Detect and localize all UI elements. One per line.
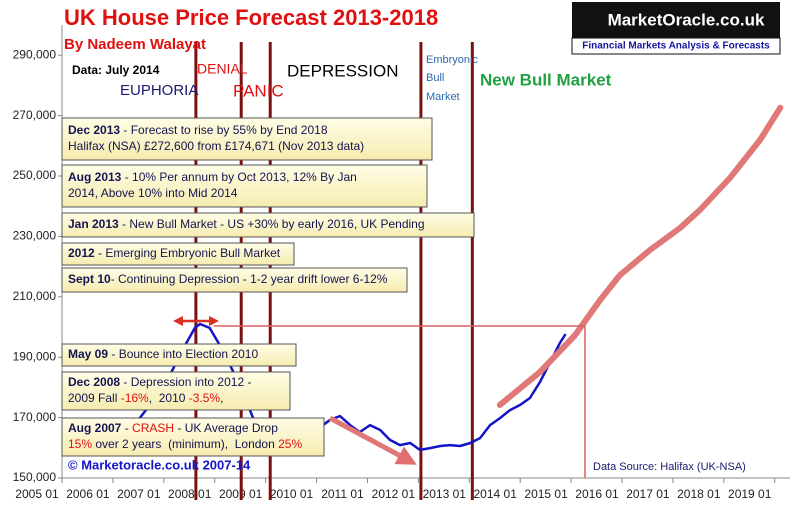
- annotation-segment: - Emerging Embryonic Bull Market: [95, 246, 281, 260]
- chart-title: UK House Price Forecast 2013-2018: [64, 5, 438, 30]
- reference-line: [214, 325, 586, 478]
- y-tick-label: 190,000: [13, 349, 57, 363]
- phase-label: PANIC: [233, 81, 284, 100]
- chart-subtitle: By Nadeem Walayat: [64, 36, 206, 53]
- annotation-segment: - Depression into 2012 -: [120, 375, 251, 389]
- phase-label: New Bull Market: [480, 70, 612, 89]
- y-tick-label: 230,000: [13, 229, 57, 243]
- y-tick-label: 290,000: [13, 47, 57, 61]
- annotation-segment: 2009 Fall: [68, 391, 121, 405]
- annotation-segment: Jan 2013: [68, 217, 119, 231]
- x-tick-label: 2010 01: [270, 487, 314, 501]
- source-box: [588, 458, 756, 476]
- annotation-segment: - Continuing Depression - 1-2 year drift…: [111, 272, 388, 286]
- y-tick-label: 150,000: [13, 470, 57, 484]
- annotation-text: 2014, Above 10% into Mid 2014: [68, 186, 238, 200]
- x-tick-label: 2012 01: [372, 487, 416, 501]
- annotation-text: Dec 2013 - Forecast to rise by 55% by En…: [68, 123, 328, 137]
- y-tick-label: 270,000: [13, 108, 57, 122]
- annotation-box: [61, 117, 433, 161]
- logo-box: [572, 2, 780, 38]
- annotation-text: Aug 2007 - CRASH - UK Average Drop: [68, 421, 278, 435]
- annotation-text: Jan 2013 - New Bull Market - US +30% by …: [68, 217, 425, 231]
- annotation-text: Aug 2013 - 10% Per annum by Oct 2013, 12…: [68, 170, 357, 184]
- annotation-segment: -: [121, 421, 132, 435]
- x-tick-label: 2005 01: [15, 487, 59, 501]
- annotation-segment: , 2010: [149, 391, 189, 405]
- phase-label: DEPRESSION: [287, 61, 398, 80]
- x-tick-label: 2011 01: [321, 487, 364, 501]
- annotation-segment: Sept 10: [68, 272, 111, 286]
- x-tick-label: 2018 01: [677, 487, 721, 501]
- annotation-segment: - Bounce into Election 2010: [108, 347, 258, 361]
- annotation-box: [61, 242, 295, 266]
- annotation-segment: Aug 2007: [68, 421, 122, 435]
- annotation-segment: ,: [220, 391, 223, 405]
- logo-tagline: Financial Markets Analysis & Forecasts: [582, 41, 770, 52]
- x-tick-label: 2016 01: [575, 487, 619, 501]
- annotation-segment: 15%: [68, 437, 92, 451]
- annotation-segment: Aug 2013: [68, 170, 122, 184]
- y-tick-label: 170,000: [13, 410, 57, 424]
- annotation-text: 2012 - Emerging Embryonic Bull Market: [68, 246, 281, 260]
- phase-label: EUPHORIA: [120, 82, 198, 99]
- annotation-box: [61, 267, 408, 293]
- annotation-segment: 25%: [278, 437, 302, 451]
- annotation-segment: - New Bull Market - US +30% by early 201…: [119, 217, 425, 231]
- x-tick-label: 2008 01: [168, 487, 212, 501]
- annotation-segment: -3.5%: [189, 391, 221, 405]
- annotation-segment: Dec 2008: [68, 375, 120, 389]
- y-tick-label: 250,000: [13, 168, 57, 182]
- series-line: [496, 104, 784, 408]
- annotation-text: Halifax (NSA) £272,600 from £174,671 (No…: [68, 139, 364, 153]
- annotation-box: [61, 212, 475, 238]
- logo-text: MarketOracle.co.uk: [608, 10, 765, 29]
- phase-label: Bull: [426, 72, 444, 84]
- data-date-box: [66, 62, 190, 80]
- x-tick-label: 2019 01: [728, 487, 772, 501]
- x-tick-label: 2007 01: [117, 487, 161, 501]
- annotation-text: May 09 - Bounce into Election 2010: [68, 347, 258, 361]
- drift-arrow: [328, 415, 417, 465]
- annotation-segment: -16%: [121, 391, 149, 405]
- phase-label: Market: [426, 91, 460, 103]
- annotation-text: Dec 2008 - Depression into 2012 -: [68, 375, 251, 389]
- annotation-segment: - UK Average Drop: [174, 421, 278, 435]
- x-tick-label: 2013 01: [423, 487, 467, 501]
- annotation-segment: 2012: [68, 246, 95, 260]
- x-tick-label: 2015 01: [524, 487, 568, 501]
- phase-label: Embryonic: [426, 54, 478, 66]
- annotation-text: 2009 Fall -16%, 2010 -3.5%,: [68, 391, 223, 405]
- annotations: Dec 2013 - Forecast to rise by 55% by En…: [61, 117, 475, 457]
- annotation-segment: 2014, Above 10% into Mid 2014: [68, 186, 238, 200]
- source: Data Source: Halifax (UK-NSA): [593, 461, 746, 473]
- x-tick-label: 2017 01: [626, 487, 670, 501]
- phase-label: DENIAL: [197, 61, 248, 77]
- annotation-box: [61, 371, 291, 411]
- annotation-segment: May 09: [68, 347, 108, 361]
- x-tick-label: 2014 01: [473, 487, 517, 501]
- annotation-text: Sept 10- Continuing Depression - 1-2 yea…: [68, 272, 388, 286]
- logo-tagline-box: [571, 37, 781, 55]
- annotation-box: [61, 164, 428, 208]
- y-tick-label: 210,000: [13, 289, 57, 303]
- x-tick-label: 2006 01: [66, 487, 110, 501]
- annotation-box: [61, 417, 325, 457]
- annotation-segment: - Forecast to rise by 55% by End 2018: [120, 123, 328, 137]
- annotation-segment: - 10% Per annum by Oct 2013, 12% By Jan: [121, 170, 356, 184]
- annotation-text: 15% over 2 years (minimum), London 25%: [68, 437, 302, 451]
- copyright: © Marketoracle.co.uk 2007-14: [68, 457, 251, 472]
- annotation-segment: over 2 years (minimum), London: [92, 437, 278, 451]
- annotation-segment: Halifax (NSA) £272,600 from £174,671 (No…: [68, 139, 364, 153]
- annotation-segment: Dec 2013: [68, 123, 120, 137]
- data-date: Data: July 2014: [72, 63, 160, 77]
- annotation-segment: CRASH: [132, 421, 174, 435]
- annotation-box: [61, 343, 297, 367]
